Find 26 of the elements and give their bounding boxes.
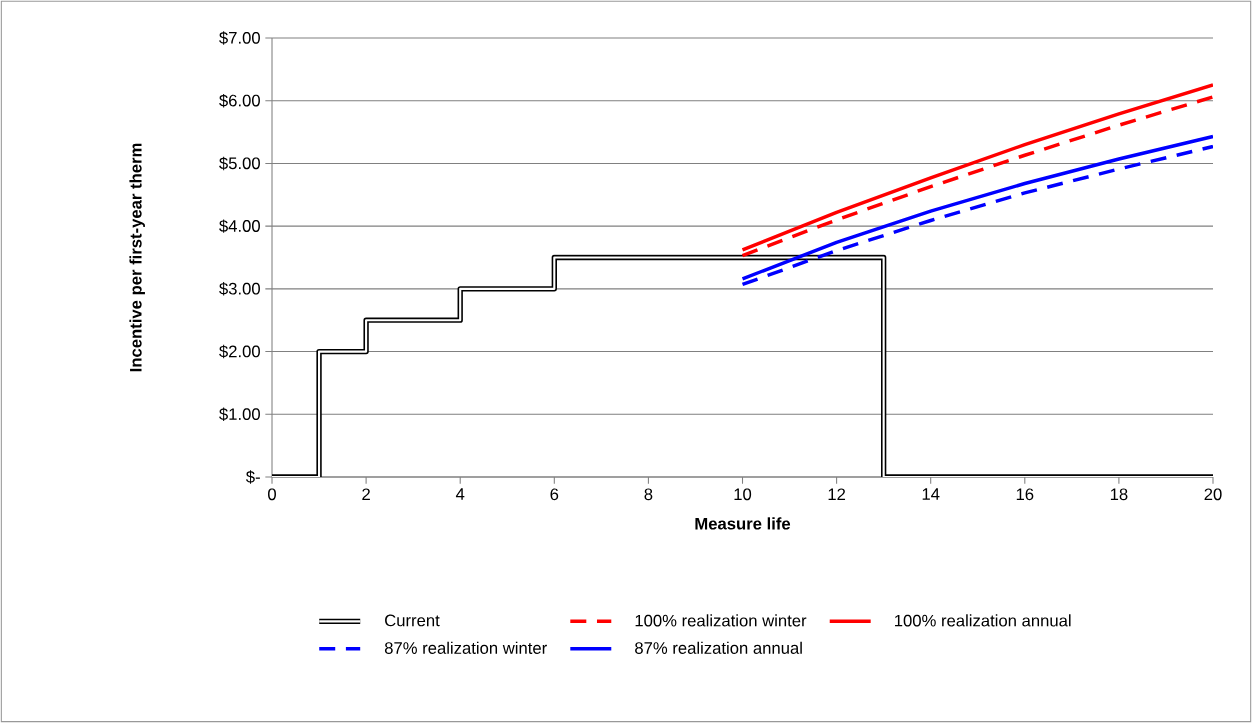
legend-label: 100% realization winter [635, 614, 807, 627]
legend-label: Current [385, 614, 440, 627]
x-tick-label: 16 [1016, 488, 1034, 501]
legend-label: 87% realization winter [384, 641, 547, 654]
x-tick-label: 6 [550, 488, 559, 501]
y-tick-label: $- [246, 470, 260, 484]
y-axis-title: Incentive per first-year therm [129, 143, 145, 372]
y-tick-label: $6.00 [219, 93, 260, 108]
x-tick-label: 12 [828, 488, 846, 500]
x-tick-label: 2 [362, 488, 370, 500]
x-tick-label: 14 [922, 488, 940, 500]
y-tick-label: $4.00 [219, 219, 260, 233]
x-tick-label: 18 [1110, 488, 1128, 501]
y-tick-label: $5.00 [219, 156, 260, 171]
x-tick-label: 8 [644, 488, 653, 501]
x-tick-label: 4 [455, 488, 465, 500]
y-tick-label: $1.00 [219, 407, 260, 422]
x-tick-label: 10 [734, 488, 752, 501]
legend-label: 87% realization annual [635, 641, 802, 654]
y-tick-label: $2.00 [219, 344, 260, 359]
x-tick-label: 20 [1204, 488, 1222, 501]
x-tick-label: 0 [268, 488, 276, 501]
legend-label: 100% realization annual [895, 614, 1071, 627]
x-axis-title: Measure life [695, 517, 791, 530]
y-tick-label: $7.00 [219, 31, 260, 45]
y-tick-label: $3.00 [219, 282, 260, 296]
